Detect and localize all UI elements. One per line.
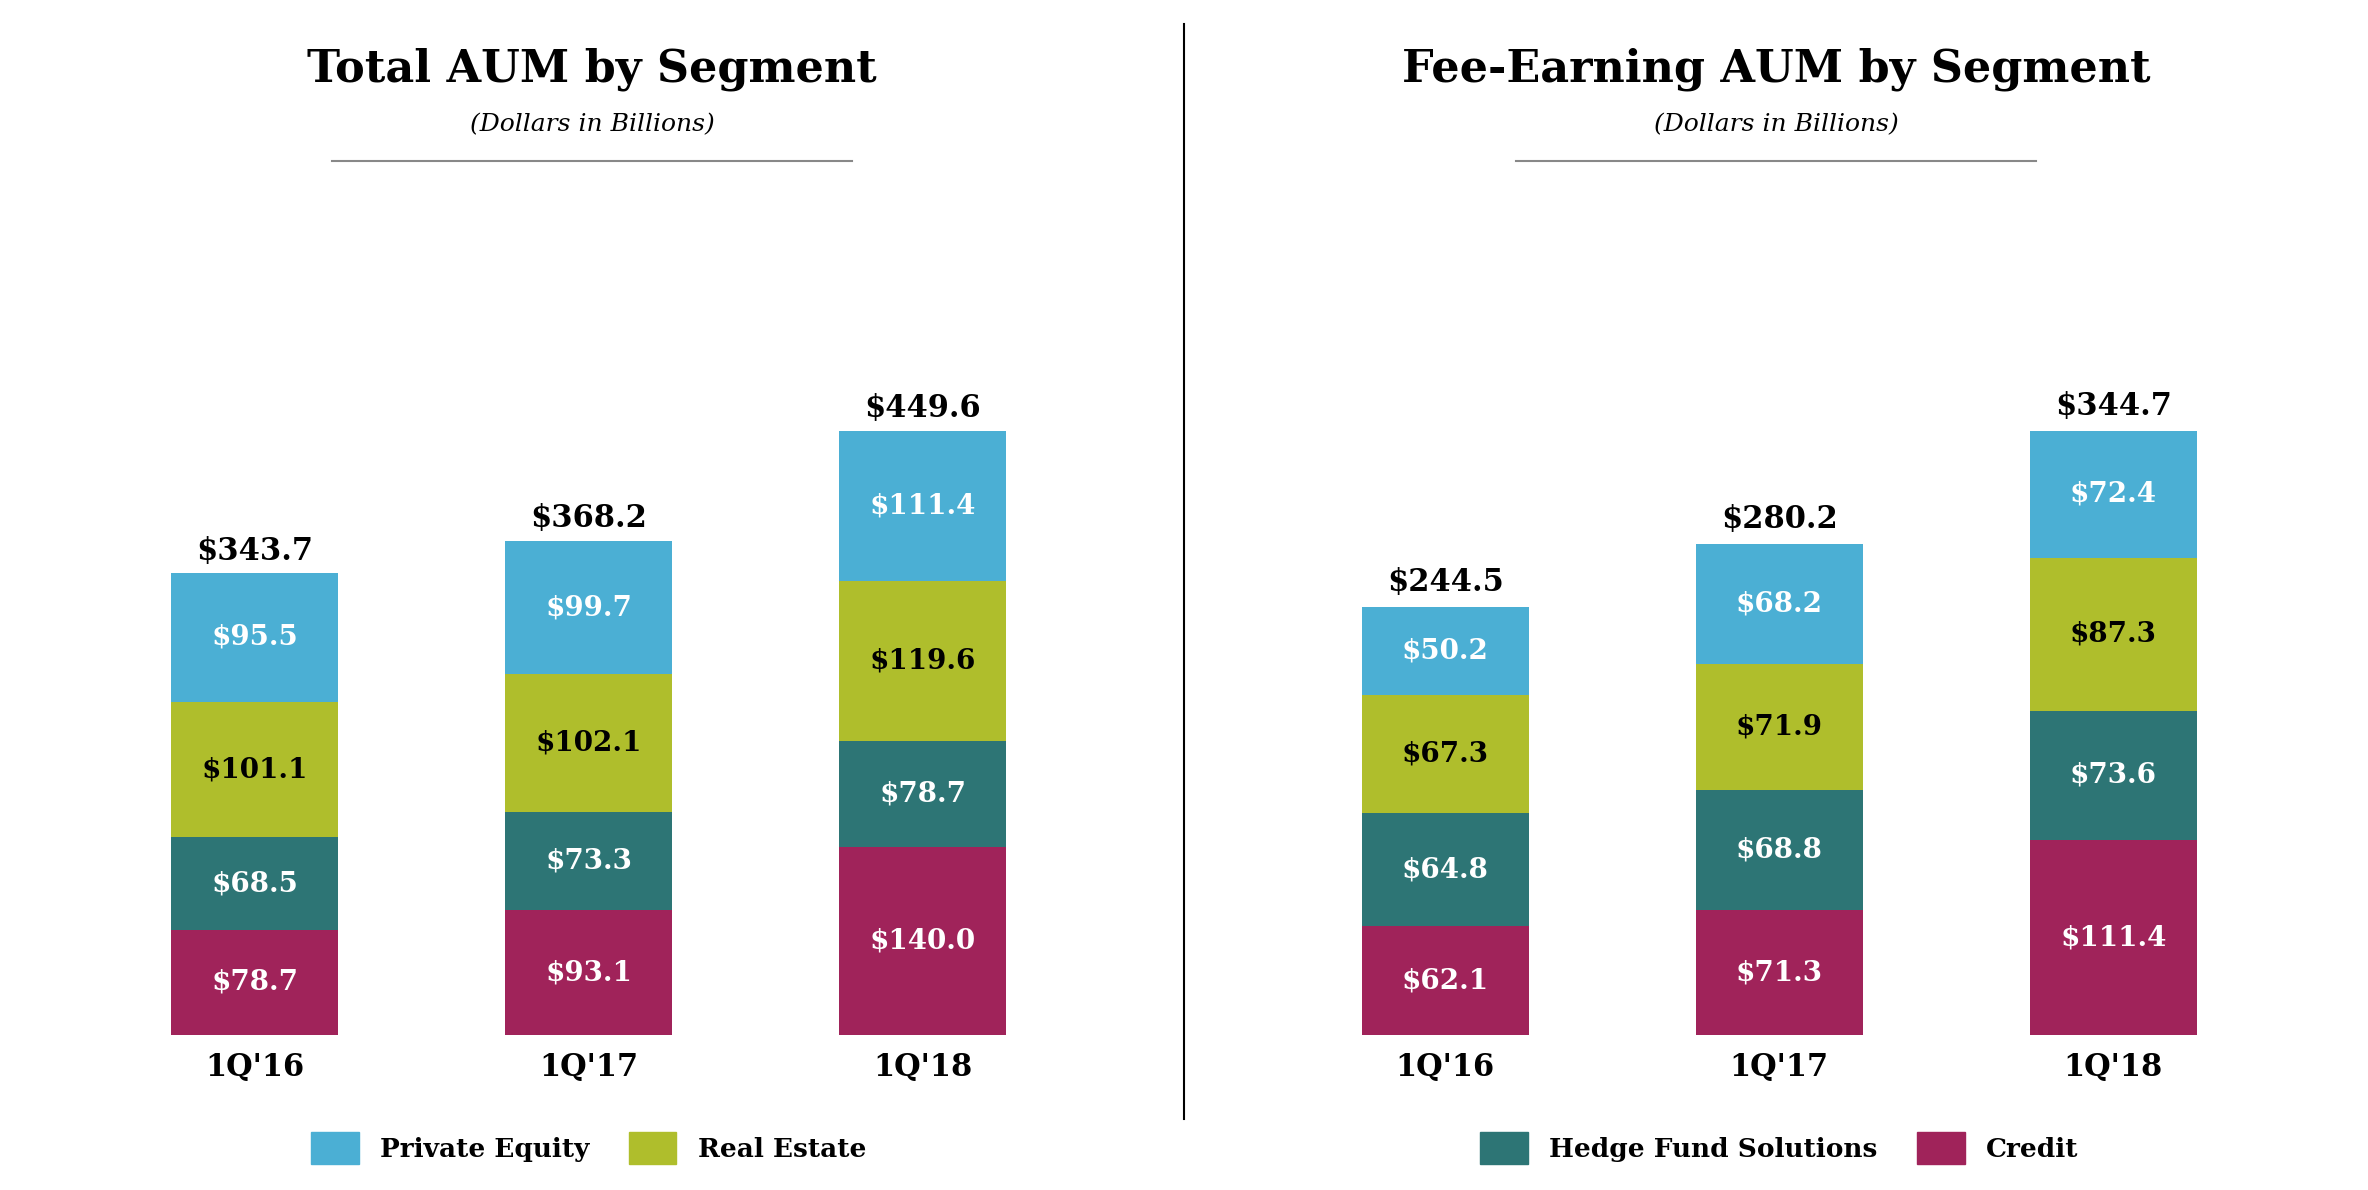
Text: $140.0: $140.0 [869, 928, 976, 954]
Text: $102.1: $102.1 [535, 729, 642, 757]
Text: $78.7: $78.7 [211, 969, 298, 996]
Bar [838, 581, 1006, 741]
Bar [170, 929, 339, 1035]
Legend: Hedge Fund Solutions, Credit: Hedge Fund Solutions, Credit [1471, 1121, 2089, 1175]
Text: $93.1: $93.1 [545, 959, 632, 987]
Text: $68.2: $68.2 [1736, 590, 1823, 618]
Legend: Private Equity, Real Estate: Private Equity, Real Estate [301, 1121, 876, 1175]
Bar [2029, 840, 2198, 1035]
Text: $87.3: $87.3 [2070, 621, 2157, 647]
Text: $73.3: $73.3 [545, 847, 632, 875]
Bar [1695, 790, 1864, 910]
Text: $67.3: $67.3 [1402, 740, 1489, 768]
Text: $68.5: $68.5 [211, 870, 298, 897]
Text: $72.4: $72.4 [2070, 481, 2157, 508]
Bar [504, 675, 673, 812]
Text: $343.7: $343.7 [197, 536, 313, 566]
Text: $244.5: $244.5 [1388, 568, 1504, 599]
Text: $68.8: $68.8 [1736, 837, 1823, 864]
Bar [838, 847, 1006, 1035]
Text: $111.4: $111.4 [2060, 925, 2167, 951]
Text: (Dollars in Billions): (Dollars in Billions) [1653, 113, 1899, 136]
Bar [838, 741, 1006, 847]
Bar [504, 540, 673, 675]
Bar [1362, 607, 1530, 695]
Bar [1695, 544, 1864, 664]
Bar [1362, 695, 1530, 813]
Text: $78.7: $78.7 [879, 781, 966, 808]
Text: $50.2: $50.2 [1402, 638, 1489, 664]
Text: Total AUM by Segment: Total AUM by Segment [308, 48, 876, 92]
Bar [2029, 710, 2198, 840]
Bar [504, 812, 673, 910]
Bar [170, 702, 339, 838]
Text: $62.1: $62.1 [1402, 967, 1489, 995]
Text: $64.8: $64.8 [1402, 856, 1489, 883]
Bar [1362, 813, 1530, 927]
Text: $344.7: $344.7 [2055, 392, 2171, 422]
Text: $95.5: $95.5 [211, 624, 298, 651]
Bar [838, 431, 1006, 581]
Text: $111.4: $111.4 [869, 493, 976, 519]
Text: $368.2: $368.2 [530, 503, 646, 534]
Text: $280.2: $280.2 [1722, 505, 1838, 536]
Bar [170, 574, 339, 702]
Bar [2029, 558, 2198, 710]
Bar [504, 910, 673, 1035]
Text: $71.9: $71.9 [1736, 713, 1823, 740]
Text: $119.6: $119.6 [869, 647, 976, 675]
Text: $71.3: $71.3 [1736, 959, 1823, 987]
Bar [1695, 910, 1864, 1035]
Text: $73.6: $73.6 [2070, 762, 2157, 789]
Text: $99.7: $99.7 [545, 594, 632, 621]
Text: (Dollars in Billions): (Dollars in Billions) [469, 113, 715, 136]
Bar [1362, 927, 1530, 1035]
Bar [170, 838, 339, 929]
Bar [2029, 431, 2198, 558]
Text: $449.6: $449.6 [864, 393, 980, 425]
Text: $101.1: $101.1 [201, 756, 308, 783]
Bar [1695, 664, 1864, 790]
Text: Fee-Earning AUM by Segment: Fee-Earning AUM by Segment [1402, 48, 2150, 92]
